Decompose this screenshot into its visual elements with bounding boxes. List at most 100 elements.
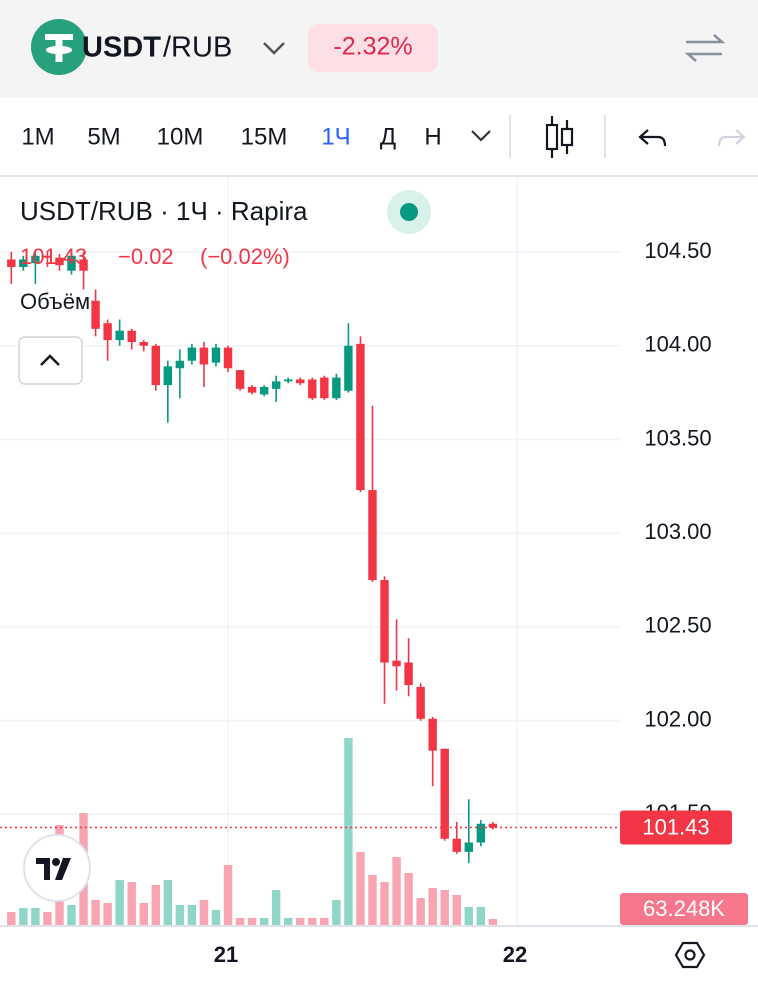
- symbol-base[interactable]: USDT: [82, 32, 161, 64]
- volume-bar: [247, 918, 257, 925]
- candle-body: [79, 259, 88, 271]
- candle-body: [428, 718, 437, 751]
- volume-bar: [7, 912, 16, 925]
- tv-logo[interactable]: [23, 834, 91, 902]
- volume-bar: [187, 905, 197, 925]
- y-tick-label: 104.50: [644, 238, 711, 263]
- candle-body: [296, 379, 305, 384]
- candle-body: [163, 366, 173, 386]
- undo-icon[interactable]: [638, 129, 667, 147]
- last-price-label: 101.43: [642, 814, 709, 839]
- volume-bar: [428, 888, 437, 925]
- plot: 101.50102.00102.50103.00103.50104.00104.…: [0, 177, 748, 967]
- last-volume-label: 63.248K: [643, 896, 725, 921]
- y-tick-label: 104.00: [644, 332, 711, 357]
- candle-body: [55, 257, 64, 266]
- volume-bar: [91, 900, 100, 925]
- candle-body: [67, 255, 76, 271]
- candle-type-icon[interactable]: [545, 116, 574, 158]
- volume-bar: [440, 890, 449, 925]
- candle-body: [235, 370, 245, 389]
- volume-bar: [283, 918, 293, 925]
- candle-body: [91, 300, 100, 329]
- volume-bar: [356, 852, 365, 925]
- volume-bar: [404, 873, 413, 925]
- last-price-tag: [620, 810, 732, 845]
- volume-bar: [211, 910, 221, 925]
- symbol-quote[interactable]: /RUB: [163, 32, 232, 64]
- volume-bar: [43, 912, 52, 925]
- volume-bar: [199, 900, 209, 925]
- toolbar: 1M 5M 10M 15M 1Ч Д Н: [21, 123, 441, 150]
- candle-body: [127, 330, 136, 342]
- candle-body: [175, 360, 185, 369]
- volume-bar: [115, 880, 124, 925]
- volume-title: Объём: [20, 289, 90, 314]
- candle-body: [103, 323, 112, 341]
- interval-button[interactable]: 10M: [157, 123, 204, 150]
- candle-body: [488, 823, 498, 828]
- candle-body: [283, 379, 293, 382]
- candle-body: [392, 660, 401, 667]
- candle-body: [368, 490, 377, 581]
- change-text: -2.32%: [333, 33, 412, 61]
- volume-bar: [151, 885, 160, 925]
- candle-body: [320, 377, 329, 399]
- volume-bar: [416, 898, 425, 925]
- candle-body: [259, 386, 269, 395]
- collapse-chevron: [40, 354, 60, 366]
- interval-button[interactable]: 1M: [21, 123, 54, 150]
- candle-body: [271, 381, 281, 389]
- collapse-button[interactable]: [18, 336, 83, 385]
- volume-bar: [19, 908, 28, 925]
- volume-bar: [392, 857, 401, 925]
- x-tick-label: 22: [503, 942, 527, 967]
- candle-body: [247, 386, 257, 393]
- volume-bar: [452, 895, 461, 925]
- candle-body: [115, 330, 124, 341]
- candle-body: [332, 377, 341, 399]
- y-tick-label: 102.00: [644, 706, 711, 731]
- symbol-chevron[interactable]: [263, 42, 285, 55]
- volume-bar: [103, 903, 112, 925]
- status-dot: [400, 203, 418, 221]
- candle-body: [19, 259, 28, 267]
- more-intervals[interactable]: [471, 130, 491, 142]
- redo-icon[interactable]: [717, 129, 746, 147]
- settings-icon[interactable]: [674, 941, 706, 969]
- candle-body: [380, 580, 389, 663]
- y-tick-label: 102.50: [644, 613, 711, 638]
- volume-bar: [259, 918, 269, 925]
- volume-bar: [488, 918, 498, 925]
- interval-button[interactable]: 5M: [87, 123, 120, 150]
- candle-body: [452, 838, 461, 852]
- volume-bar: [464, 907, 474, 925]
- legend-price: 101.43: [20, 244, 87, 269]
- last-volume-tag: [620, 893, 748, 925]
- change-badge: [308, 24, 438, 72]
- interval-button[interactable]: Д: [380, 123, 396, 150]
- volume-bar: [223, 865, 233, 925]
- candle-body: [308, 379, 317, 399]
- candle-body: [476, 823, 486, 843]
- candle-body: [356, 343, 365, 491]
- volume-bar: [296, 918, 305, 925]
- volume-bar: [308, 918, 317, 925]
- legend-change-percent: (−0.02%): [200, 244, 290, 269]
- volume-bar: [476, 907, 486, 925]
- volume-bar: [332, 900, 341, 925]
- volume-bar: [31, 908, 40, 925]
- chart-title: USDT/RUB · 1Ч · Rapira: [20, 196, 308, 226]
- interval-button[interactable]: Н: [424, 123, 441, 150]
- swap-icon[interactable]: [684, 34, 726, 62]
- interval-button[interactable]: 1Ч: [321, 123, 350, 150]
- candle-body: [211, 347, 221, 363]
- interval-button[interactable]: 15M: [241, 123, 288, 150]
- volume-bar: [163, 880, 173, 925]
- volume-bar: [127, 882, 136, 925]
- candle-body: [151, 345, 160, 386]
- candle-body: [223, 347, 233, 369]
- legend-change: −0.02: [118, 244, 174, 269]
